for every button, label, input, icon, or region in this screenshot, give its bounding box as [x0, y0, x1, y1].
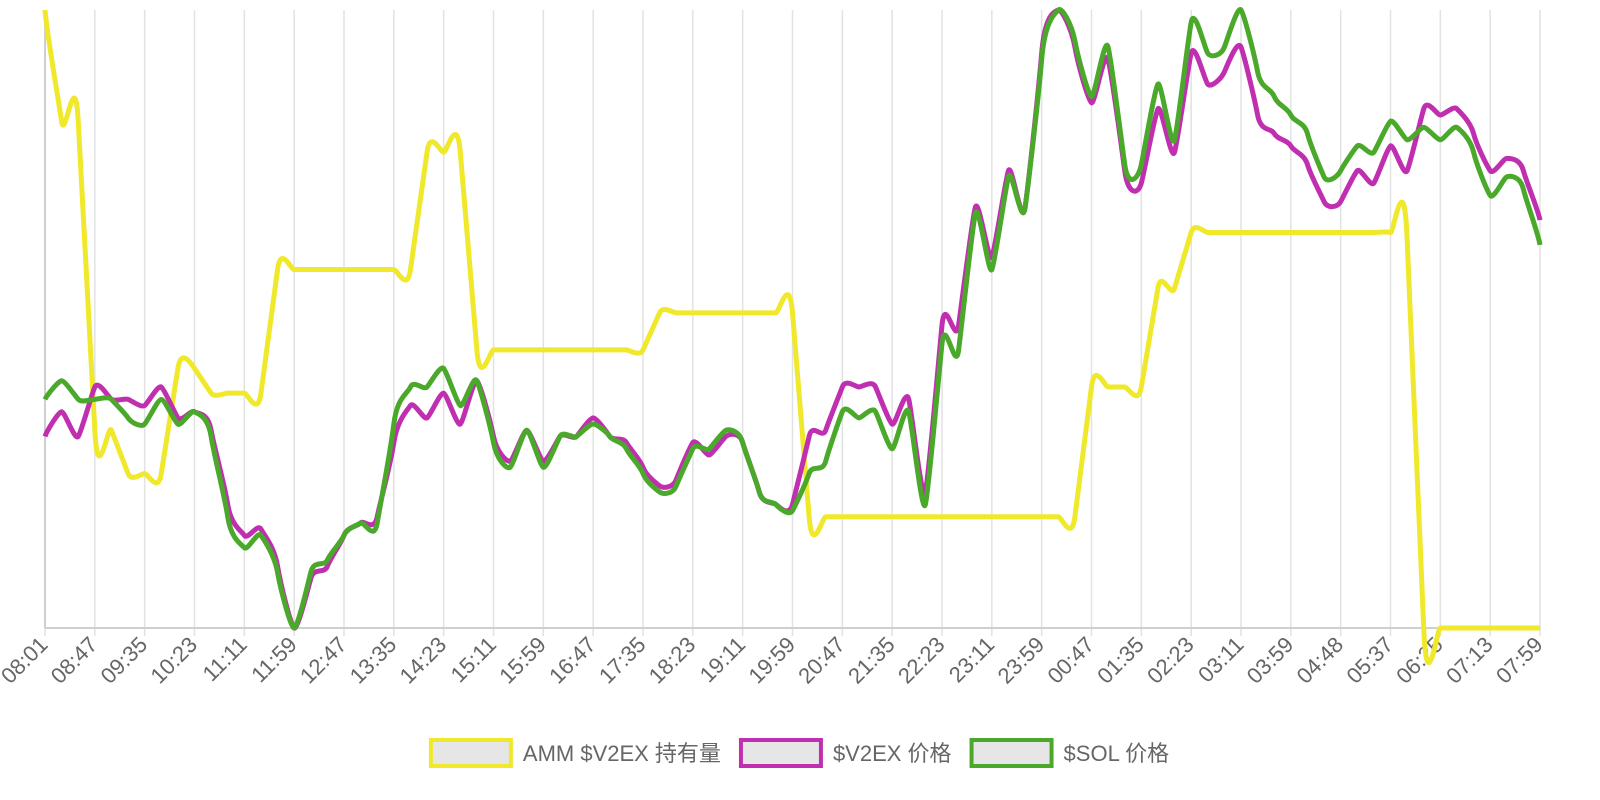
x-tick-label: 00:47 [1042, 632, 1099, 689]
x-tick-label: 20:47 [793, 632, 850, 689]
x-tick-label: 15:11 [446, 632, 501, 687]
x-tick-label: 01:35 [1092, 632, 1149, 689]
x-tick-label: 07:59 [1491, 632, 1548, 689]
x-tick-label: 12:47 [295, 632, 352, 689]
x-tick-label: 09:35 [96, 632, 153, 689]
x-tick-label: 19:59 [743, 632, 800, 689]
x-tick-label: 15:59 [494, 632, 551, 689]
legend-swatch [738, 738, 823, 768]
legend: AMM $V2EX 持有量 $V2EX 价格 $SOL 价格 [428, 738, 1170, 768]
x-tick-label: 11:59 [246, 632, 301, 687]
x-tick-label: 16:47 [544, 632, 601, 689]
series-line [42, 9, 1540, 665]
x-tick-label: 10:23 [145, 632, 202, 689]
legend-item: $SOL 价格 [969, 738, 1170, 768]
x-tick-label: 04:48 [1292, 632, 1349, 689]
x-tick-label: 11:11 [198, 632, 252, 686]
legend-item: AMM $V2EX 持有量 [428, 738, 721, 768]
legend-label: AMM $V2EX 持有量 [523, 741, 721, 766]
x-tick-label: 03:59 [1242, 632, 1299, 689]
x-tick-label: 22:23 [893, 632, 950, 689]
x-tick-label: 02:23 [1142, 632, 1199, 689]
x-tick-label: 23:11 [944, 632, 999, 687]
series-line [42, 7, 1543, 631]
x-tick-label: 23:59 [993, 632, 1050, 689]
legend-swatch [969, 738, 1054, 768]
legend-label: $SOL 价格 [1064, 741, 1170, 766]
x-tick-label: 19:11 [695, 632, 750, 687]
x-tick-label: 21:35 [843, 632, 900, 689]
x-tick-label: 07:13 [1441, 632, 1498, 689]
x-tick-label: 08:01 [0, 632, 53, 689]
x-tick-label: 14:23 [395, 632, 452, 689]
x-tick-label: 18:23 [644, 632, 701, 689]
x-tick-label: 13:35 [345, 632, 402, 689]
legend-item: $V2EX 价格 [738, 738, 952, 768]
x-tick-label: 05:37 [1341, 632, 1398, 689]
x-tick-label: 06:25 [1391, 632, 1448, 689]
legend-swatch [428, 738, 513, 768]
x-tick-label: 08:47 [46, 632, 103, 689]
x-tick-label: 17:35 [594, 632, 651, 689]
x-tick-label: 03:11 [1193, 632, 1248, 687]
legend-label: $V2EX 价格 [833, 741, 952, 766]
